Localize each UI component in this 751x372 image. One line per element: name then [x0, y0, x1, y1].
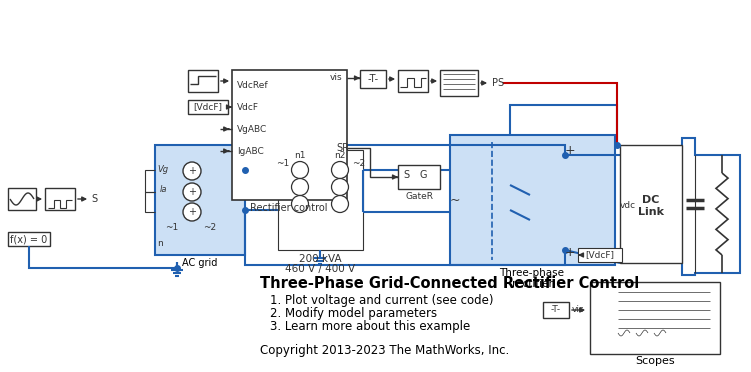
Text: IgABC: IgABC	[237, 147, 264, 155]
Text: [VdcF]: [VdcF]	[586, 250, 614, 260]
Text: ~2: ~2	[204, 224, 216, 232]
Text: vis: vis	[572, 305, 584, 314]
Circle shape	[331, 161, 348, 179]
Text: -T-: -T-	[551, 305, 561, 314]
Circle shape	[291, 161, 309, 179]
Text: ~: ~	[450, 193, 460, 206]
Text: vdc: vdc	[620, 201, 636, 209]
Text: AC grid: AC grid	[182, 258, 218, 268]
Text: S: S	[91, 194, 97, 204]
Text: G: G	[420, 170, 427, 180]
Text: la: la	[159, 186, 167, 195]
Text: Vg: Vg	[158, 166, 168, 174]
Text: ~1: ~1	[165, 224, 179, 232]
Text: VdcRef: VdcRef	[237, 80, 269, 90]
Text: ~1: ~1	[276, 158, 290, 167]
Circle shape	[331, 196, 348, 212]
Bar	[188, 100, 228, 114]
Text: +: +	[565, 144, 575, 157]
Text: [VdcF]: [VdcF]	[194, 103, 222, 112]
Text: -T-: -T-	[367, 74, 379, 84]
Text: n1: n1	[294, 151, 306, 160]
Circle shape	[291, 196, 309, 212]
Text: 460 V / 400 V: 460 V / 400 V	[285, 264, 355, 274]
Bar	[155, 145, 245, 255]
Bar	[440, 70, 478, 96]
Text: 2. Modify model parameters: 2. Modify model parameters	[270, 307, 437, 320]
Text: ~2: ~2	[352, 158, 366, 167]
Text: +: +	[188, 187, 196, 197]
Bar	[590, 282, 720, 354]
Text: Link: Link	[638, 207, 664, 217]
Bar	[398, 70, 428, 92]
Circle shape	[291, 179, 309, 196]
Bar	[45, 188, 75, 210]
Text: f(x) = 0: f(x) = 0	[11, 234, 47, 244]
Text: VdcF: VdcF	[237, 103, 259, 112]
Text: Three-Phase Grid-Connected Rectifier Control: Three-Phase Grid-Connected Rectifier Con…	[260, 276, 639, 291]
Bar	[8, 188, 36, 210]
Text: rectifier: rectifier	[511, 279, 553, 289]
Text: +: +	[188, 166, 196, 176]
Text: Rectifier control: Rectifier control	[250, 203, 327, 213]
Bar	[188, 70, 218, 92]
Text: S: S	[403, 170, 409, 180]
Text: SR: SR	[336, 143, 349, 153]
Text: 1. Plot voltage and current (see code): 1. Plot voltage and current (see code)	[270, 294, 493, 307]
Text: n2: n2	[334, 151, 345, 160]
Text: vis: vis	[330, 74, 342, 83]
Circle shape	[183, 203, 201, 221]
Bar	[360, 70, 386, 88]
Circle shape	[331, 179, 348, 196]
Bar	[450, 135, 615, 265]
Text: 200 kVA: 200 kVA	[299, 254, 341, 264]
Text: DC: DC	[642, 195, 659, 205]
Text: PS: PS	[492, 78, 504, 88]
Bar	[8, 232, 50, 246]
Bar	[232, 70, 347, 200]
Circle shape	[183, 183, 201, 201]
Text: +: +	[565, 246, 575, 259]
Text: n: n	[157, 240, 163, 248]
Text: Scopes: Scopes	[635, 356, 675, 366]
Text: Three-phase: Three-phase	[499, 268, 565, 278]
Circle shape	[183, 162, 201, 180]
Bar	[278, 150, 363, 250]
Text: Copyright 2013-2023 The MathWorks, Inc.: Copyright 2013-2023 The MathWorks, Inc.	[260, 344, 509, 357]
Text: VgABC: VgABC	[237, 125, 267, 134]
Bar	[543, 302, 569, 318]
Text: 3. Learn more about this example: 3. Learn more about this example	[270, 320, 470, 333]
Text: +: +	[188, 207, 196, 217]
Bar	[398, 165, 440, 189]
Text: GateR: GateR	[405, 192, 433, 201]
Bar	[578, 248, 622, 262]
Bar	[620, 145, 682, 263]
